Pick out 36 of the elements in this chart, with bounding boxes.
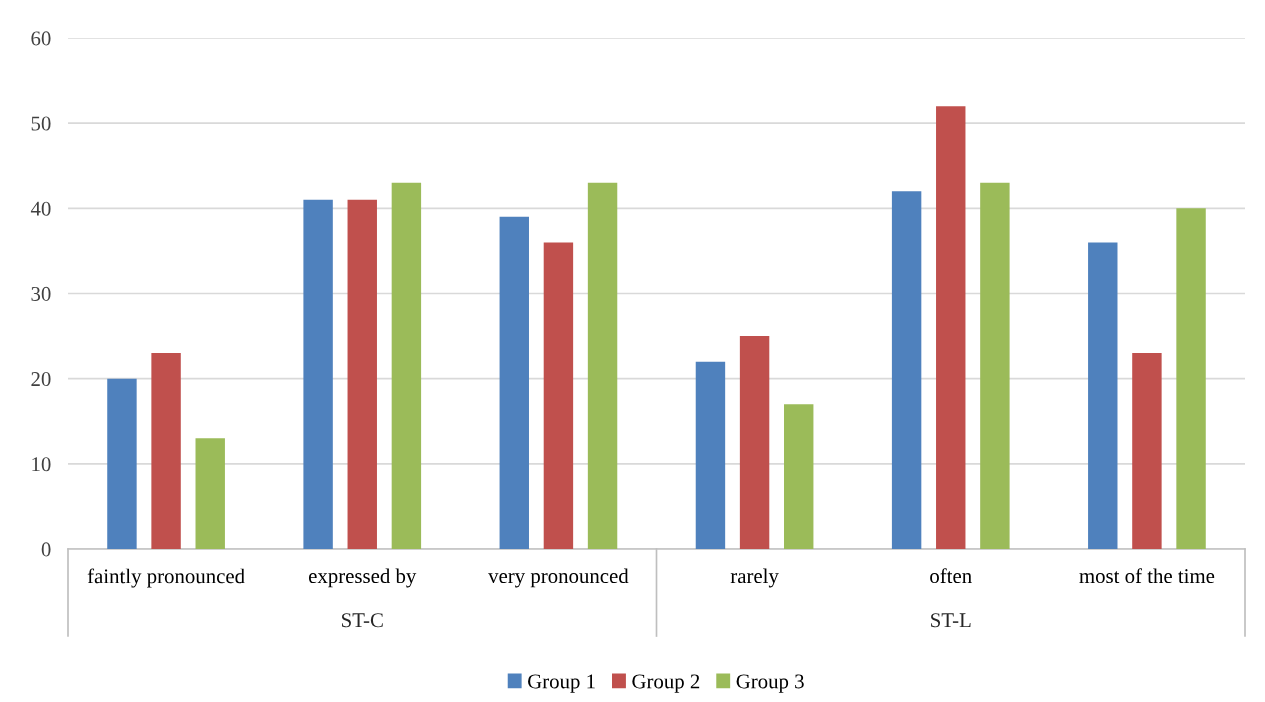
bar <box>739 336 770 549</box>
y-tick-label: 0 <box>41 542 51 557</box>
bar <box>1088 242 1118 549</box>
bar <box>980 182 1010 549</box>
legend-label: Group 3 <box>736 674 804 693</box>
legend-label: Group 2 <box>632 674 700 693</box>
bar <box>543 242 574 549</box>
bar <box>195 438 225 549</box>
x-tick-label: faintly pronounced <box>87 568 245 588</box>
y-tick-label: 20 <box>31 372 51 387</box>
bar <box>784 404 814 549</box>
x-tick-label: often <box>930 568 972 584</box>
bar <box>936 106 966 549</box>
bar <box>151 353 181 549</box>
bar <box>891 191 922 549</box>
bar <box>347 199 377 549</box>
bar <box>587 182 618 549</box>
y-tick-label: 30 <box>31 286 51 301</box>
y-tick-label: 40 <box>30 201 51 216</box>
bar <box>303 199 333 549</box>
bar <box>1132 353 1162 549</box>
y-tick-label: 50 <box>31 116 51 131</box>
text: ST-L <box>931 613 971 628</box>
legend-label: Group 1 <box>528 674 595 693</box>
x-tick-label: expressed by <box>308 568 417 588</box>
x-tick-label: rarely <box>730 568 779 588</box>
bar <box>107 378 137 549</box>
bar <box>695 361 726 549</box>
x-tick-label: most of the time <box>1079 568 1215 584</box>
bar <box>499 216 529 549</box>
x-tick-label: very pronounced <box>488 568 629 588</box>
y-tick-label: 60 <box>31 31 51 46</box>
y-tick-label: 10 <box>32 457 51 472</box>
text: ST-C <box>342 613 383 628</box>
bar <box>391 182 422 549</box>
bar <box>1176 208 1206 549</box>
